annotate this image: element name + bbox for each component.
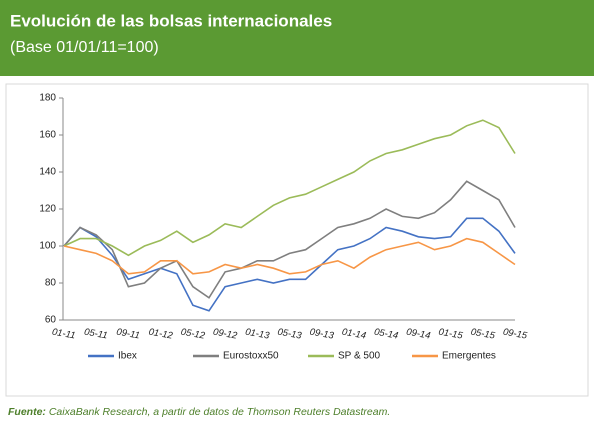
x-tick-label: 05-12 [180, 327, 207, 342]
y-tick-label: 140 [39, 167, 56, 178]
x-tick-label: 09-15 [502, 327, 529, 342]
y-tick-label: 80 [45, 278, 57, 289]
series-line [63, 217, 516, 312]
y-tick-label: 160 [39, 130, 56, 141]
x-tick-label: 09-13 [309, 327, 336, 342]
x-tick-label: 05-11 [83, 327, 108, 342]
y-tick-label: 100 [39, 241, 56, 252]
header-band [0, 0, 594, 76]
x-tick-label: 01-14 [341, 327, 367, 342]
x-tick-label: 05-13 [277, 327, 304, 342]
source-label: Fuente: [8, 406, 46, 418]
x-tick-label: 05-14 [373, 327, 399, 342]
x-tick-label: 09-11 [115, 327, 140, 342]
x-tick-label: 09-14 [405, 327, 431, 342]
x-tick-label: 09-12 [212, 327, 239, 342]
x-tick-label: 01-13 [244, 327, 271, 342]
x-tick-label: 01-12 [148, 327, 175, 342]
legend-label: Emergentes [442, 351, 496, 362]
y-tick-label: 120 [39, 204, 56, 215]
panel [5, 83, 589, 397]
x-tick-label: 01-11 [51, 327, 76, 342]
series-line [63, 180, 516, 299]
source-text: CaixaBank Research, a partir de datos de… [49, 406, 390, 418]
series-line [63, 237, 516, 275]
y-tick-label: 180 [39, 93, 56, 104]
chart-subtitle: (Base 01/01/11=100) [10, 39, 159, 56]
legend-label: Eurostoxx50 [223, 351, 279, 362]
x-tick-label: 05-15 [470, 327, 497, 342]
source: Fuente: CaixaBank Research, a partir de … [8, 406, 390, 418]
series-line [63, 119, 516, 257]
legend-label: Ibex [118, 351, 137, 362]
chart-title: Evolución de las bolsas internacionales [10, 11, 332, 30]
y-tick-label: 60 [45, 315, 57, 326]
x-tick-label: 01-15 [438, 327, 465, 342]
legend-label: SP & 500 [338, 351, 381, 362]
